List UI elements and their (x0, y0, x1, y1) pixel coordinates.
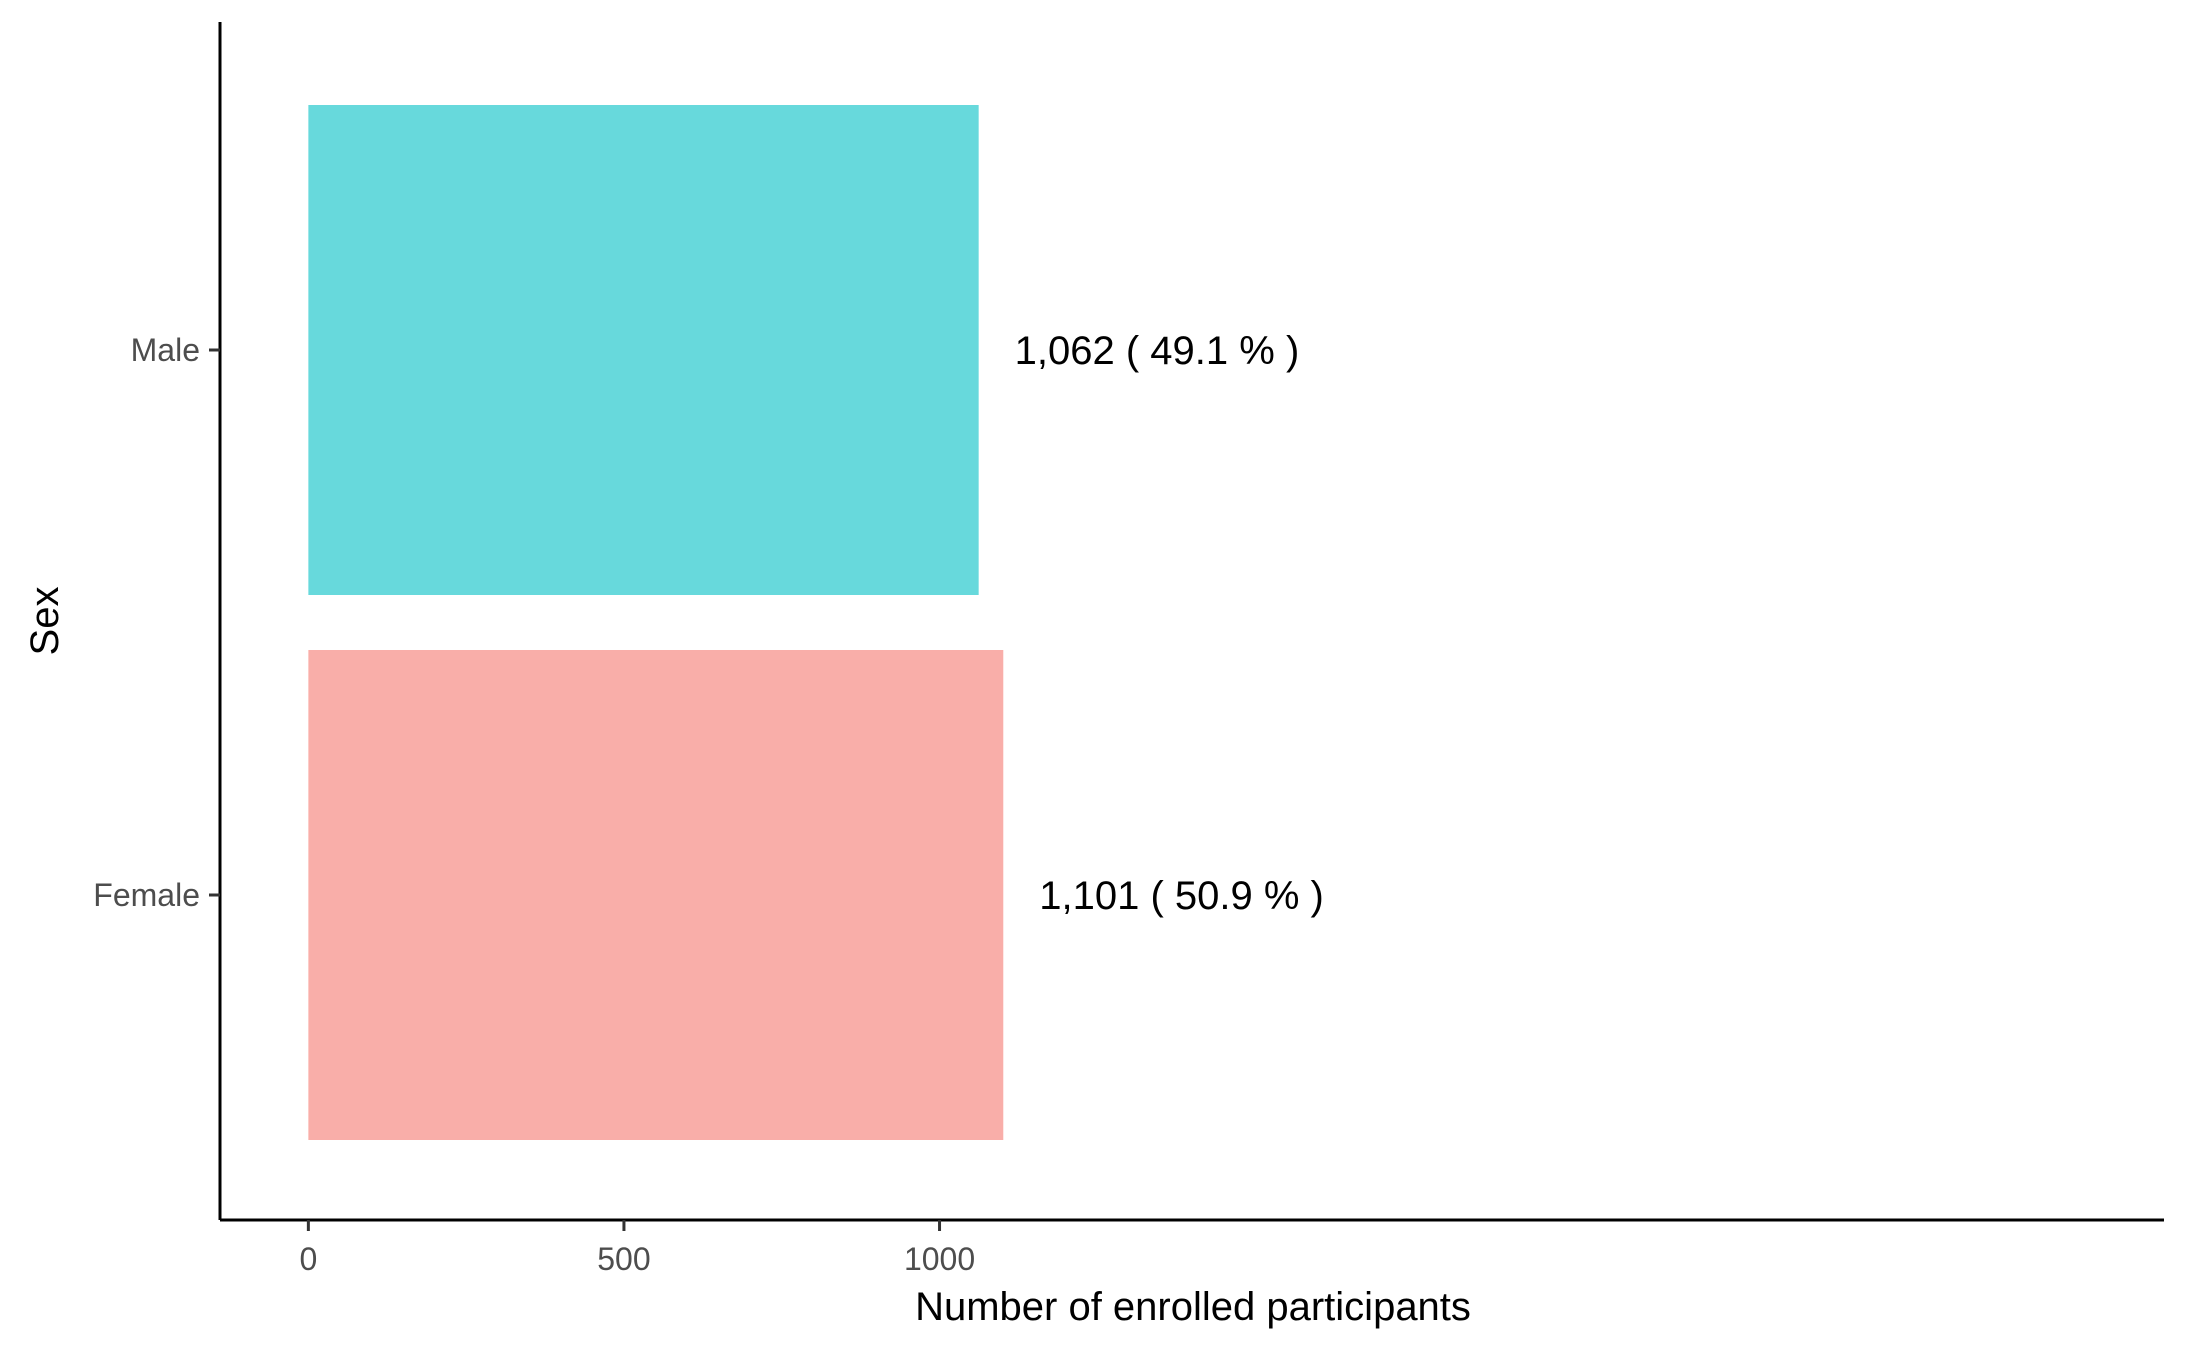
x-axis-title: Number of enrolled participants (915, 1285, 1471, 1329)
bar-male (308, 105, 979, 595)
x-tick-label-500: 500 (597, 1241, 650, 1277)
bar-female (308, 650, 1004, 1140)
data-labels-group: 1,062 ( 49.1 % ) 1,101 ( 50.9 % ) (1015, 329, 1324, 918)
y-tick-label-female: Female (93, 877, 200, 913)
x-axis-ticks: 0 500 1000 (299, 1220, 975, 1277)
x-tick-label-0: 0 (299, 1241, 317, 1277)
data-label-female: 1,101 ( 50.9 % ) (1039, 874, 1324, 918)
y-axis-ticks: Male Female (93, 332, 220, 913)
y-axis-title: Sex (23, 587, 67, 656)
bars-group (308, 105, 1004, 1140)
y-tick-label-male: Male (131, 332, 200, 368)
x-tick-label-1000: 1000 (904, 1241, 975, 1277)
data-label-male: 1,062 ( 49.1 % ) (1015, 329, 1300, 373)
